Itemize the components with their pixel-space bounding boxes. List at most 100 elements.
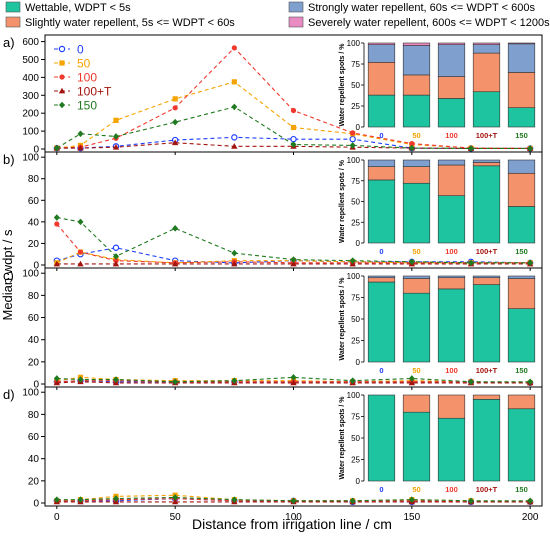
data-point: [231, 377, 238, 384]
inset-category-label: 150: [515, 485, 528, 494]
inset-y-tick-label: 0: [356, 239, 361, 248]
y-tick-label: 20: [28, 239, 40, 250]
data-point: [53, 260, 61, 267]
inset-category-label: 100: [445, 366, 458, 375]
inset-bar-segment: [437, 76, 466, 99]
top-legend: Wettable, WDPT < 5s Strongly water repell…: [5, 1, 550, 29]
y-tick-label: 60: [28, 196, 40, 207]
inset-y-label: Water repellent spots / %: [339, 43, 346, 127]
inset-y-tick-label: 100: [347, 391, 361, 400]
inset-bar-segment: [437, 42, 466, 45]
inset-bar-segment: [507, 206, 536, 244]
series-line: [56, 251, 531, 264]
x-tick-label: 0: [54, 512, 60, 523]
inset-category-label: 150: [515, 366, 528, 375]
inset-category-label: 100: [445, 485, 458, 494]
data-point: [112, 244, 120, 251]
inset-bar-segment: [472, 284, 501, 363]
series-100+T: [53, 378, 534, 386]
data-point: [53, 375, 60, 382]
data-point: [527, 378, 534, 386]
panel-frame: [44, 151, 543, 269]
inset-y-tick-label: 100: [347, 156, 361, 165]
data-point: [290, 135, 297, 143]
inset-y-tick-label: 25: [351, 218, 360, 227]
inset-bar-segment: [507, 172, 536, 207]
y-tick-label: 600: [22, 37, 39, 48]
y-tick-label: 200: [22, 109, 39, 120]
inset-bar-segment: [437, 277, 466, 290]
inset-y-tick-label: 25: [351, 102, 360, 111]
inset-category-label: 0: [379, 485, 383, 494]
legend-swatch: [5, 16, 21, 28]
inset-bar-segment: [402, 74, 431, 96]
data-point: [290, 107, 297, 114]
data-point: [231, 134, 238, 141]
data-point: [231, 249, 238, 257]
inset-bar-segment: [437, 164, 466, 196]
data-point: [172, 118, 179, 126]
inset-bar-segment: [507, 308, 536, 363]
data-point: [468, 259, 474, 267]
data-point: [468, 497, 474, 505]
inset-bar-segment: [437, 394, 466, 419]
inset-bar-segment: [437, 417, 466, 482]
legend-label: Wettable, WDPT < 5s: [25, 2, 131, 14]
data-point: [231, 103, 238, 111]
data-point: [113, 258, 119, 264]
data-point: [408, 496, 415, 503]
legend-swatch: [288, 1, 304, 13]
data-point: [172, 96, 178, 102]
legend-label: 50: [77, 57, 91, 71]
inset-category-label: 100+T: [476, 131, 498, 140]
y-tick-label: 40: [28, 217, 40, 228]
data-point: [349, 497, 356, 505]
x-tick-label: 200: [522, 512, 539, 523]
data-point: [290, 124, 297, 131]
y-tick-label: 300: [22, 91, 39, 102]
inset-y-tick-label: 0: [356, 123, 361, 132]
series-line: [56, 106, 531, 150]
inset-category-label: 50: [412, 131, 420, 140]
inset-bar-segment: [402, 166, 431, 184]
inset-bar-segment: [472, 165, 501, 244]
data-point: [53, 379, 61, 386]
inset-bar-segment: [507, 275, 536, 279]
data-point: [112, 144, 120, 150]
inset-category-label: 150: [515, 247, 528, 256]
inset-bar-segment: [402, 159, 431, 167]
inset-bar-segment: [472, 42, 501, 45]
data-point: [349, 257, 356, 264]
y-tick-label: 500: [22, 55, 39, 66]
data-point: [113, 253, 119, 260]
inset-bar-segment: [437, 195, 466, 244]
inset-bar-segment: [507, 278, 536, 309]
data-point: [349, 135, 356, 143]
data-point: [77, 260, 84, 267]
inset-bar-segment: [507, 408, 536, 482]
inset-bar-segment: [472, 91, 501, 128]
data-point: [290, 374, 297, 381]
data-point: [290, 379, 297, 386]
inset-bar-segment: [472, 394, 501, 400]
data-point: [172, 494, 179, 501]
data-point: [350, 130, 356, 136]
inset-bar-segment: [402, 182, 431, 244]
inset-bar-segment: [402, 42, 431, 46]
series-line: [56, 217, 531, 264]
inset-bar-segment: [367, 159, 396, 167]
inset-y-tick-label: 50: [351, 315, 360, 324]
panel-frame: [44, 267, 543, 388]
data-point: [113, 495, 119, 502]
inset-y-label: Water repellent spots / %: [339, 277, 346, 361]
legend-label: Severely water repellent, 600s <= WDPT <…: [308, 17, 550, 29]
inset-category-label: 0: [379, 247, 383, 256]
data-point: [527, 145, 534, 152]
inset-bar-segment: [367, 275, 396, 279]
panel-frame: [44, 34, 543, 153]
inset-y-tick-label: 100: [347, 39, 361, 48]
